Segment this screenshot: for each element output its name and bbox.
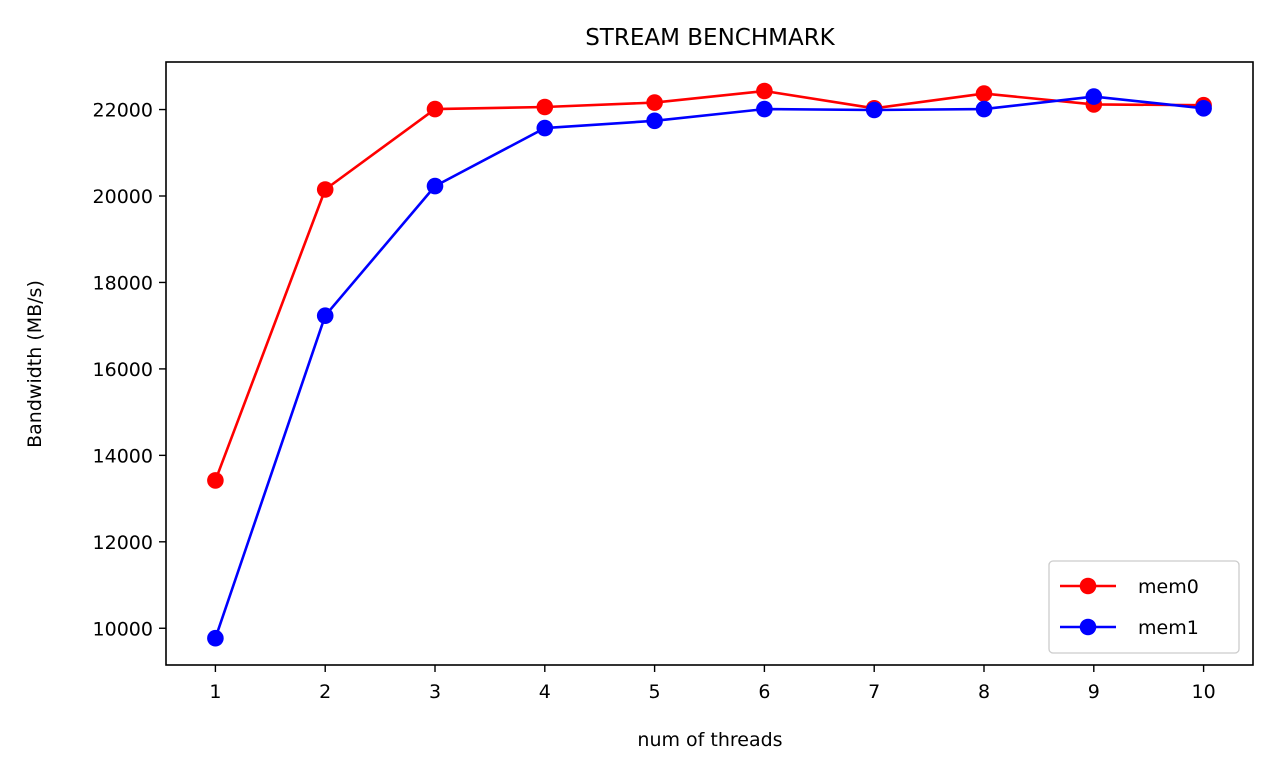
y-tick-label: 22000 xyxy=(93,100,153,122)
data-point xyxy=(646,94,663,111)
data-point xyxy=(426,100,444,118)
data-point xyxy=(975,100,993,118)
y-tick-label: 20000 xyxy=(93,186,153,208)
data-point xyxy=(207,472,224,489)
legend: mem0 mem1 xyxy=(1048,560,1240,654)
data-point xyxy=(865,101,883,119)
data-point xyxy=(756,100,773,118)
data-point xyxy=(207,629,224,647)
data-point xyxy=(1195,100,1212,117)
y-tick-label: 18000 xyxy=(93,272,153,294)
x-tick-label: 3 xyxy=(429,681,441,703)
x-tick-label: 5 xyxy=(649,681,661,703)
legend-item-mem1: mem1 xyxy=(1060,617,1199,639)
y-tick-label: 14000 xyxy=(93,445,153,467)
x-tick-label: 6 xyxy=(758,681,770,703)
data-point xyxy=(426,177,444,195)
legend-marker xyxy=(1079,618,1097,636)
x-tick-label: 10 xyxy=(1191,681,1215,703)
x-tick-label: 8 xyxy=(978,681,990,703)
legend-label: mem0 xyxy=(1138,576,1199,598)
series-line xyxy=(214,95,1204,639)
chart-title: STREAM BENCHMARK xyxy=(585,25,835,51)
legend-item-mem0: mem0 xyxy=(1060,576,1199,598)
y-tick-label: 12000 xyxy=(93,532,153,554)
y-tick-label: 10000 xyxy=(93,618,153,640)
plot-area: 1 2 3 4 5 6 7 8 9 10 10000 12000 14000 16000 18000 2000… xyxy=(93,61,1254,703)
data-point xyxy=(1085,88,1103,105)
legend-box xyxy=(1048,560,1240,654)
data-point xyxy=(975,85,993,102)
data-point xyxy=(536,119,554,137)
y-tick-label: 16000 xyxy=(93,359,153,381)
legend-marker xyxy=(1079,577,1097,595)
x-tick-label: 9 xyxy=(1088,681,1100,703)
data-point xyxy=(756,82,773,100)
x-tick-label: 7 xyxy=(868,681,880,703)
plot-frame xyxy=(165,61,1254,666)
x-axis-label: num of threads xyxy=(637,729,782,751)
legend-label: mem1 xyxy=(1138,617,1199,639)
data-point xyxy=(536,98,554,116)
data-point xyxy=(316,181,334,198)
x-tick-label: 1 xyxy=(209,681,221,703)
x-tick-label: 2 xyxy=(319,681,331,703)
series-mem0 xyxy=(207,82,1212,489)
x-tick-label: 4 xyxy=(539,681,551,703)
data-point xyxy=(316,307,334,325)
series-mem1 xyxy=(207,88,1212,647)
y-axis-label: Bandwidth (MB/s) xyxy=(24,280,46,448)
data-point xyxy=(646,112,663,130)
series-line xyxy=(214,89,1204,481)
